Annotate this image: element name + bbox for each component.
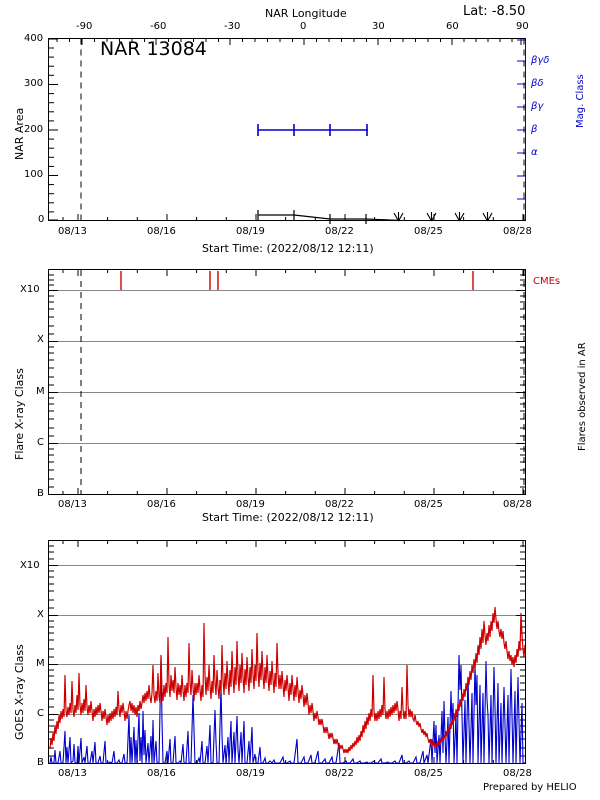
panel2-xlabel: Start Time: (2022/08/12 12:11) xyxy=(202,511,374,524)
panel2-cme-legend-label: CMEs xyxy=(533,276,561,287)
panel1-magclass-b: β xyxy=(531,124,538,135)
panel1-magclass-bg: βγ xyxy=(531,101,544,112)
panel3-ytick-x: X xyxy=(37,609,44,620)
panel2-xtick-1: 08/16 xyxy=(147,499,176,510)
panel1-top-xtick-5: 60 xyxy=(446,21,459,32)
panel3-ytick-m: M xyxy=(36,658,45,669)
panel1-top-xtick-3: 0 xyxy=(300,21,307,32)
panel1-top-xtick-4: 30 xyxy=(372,21,385,32)
panel1-nar-area-series xyxy=(257,210,493,224)
panel3-xtick-2: 08/19 xyxy=(236,768,265,779)
panel3-xtick-4: 08/25 xyxy=(414,768,443,779)
panel3-xtick-5: 08/28 xyxy=(503,768,532,779)
panel2-xtick-2: 08/19 xyxy=(236,499,265,510)
panel1-ytick-100: 100 xyxy=(24,169,44,180)
panel1-top-xtick-0: -90 xyxy=(76,21,93,32)
panel1-magclass-bgd: βγδ xyxy=(531,55,550,66)
panel3-xtick-3: 08/22 xyxy=(325,768,354,779)
panel-goes-xray: GOES X-ray Class X10 X M C B xyxy=(0,525,600,800)
panel2-xtick-5: 08/28 xyxy=(503,499,532,510)
panel1-xtick-5: 08/28 xyxy=(503,226,532,237)
panel-flares-observed: Flare X-ray Class X10 X M C B xyxy=(0,255,600,515)
panel3-xtick-0: 08/13 xyxy=(58,768,87,779)
panel1-ytick-400: 400 xyxy=(24,33,44,44)
panel1-top-xtick-2: -30 xyxy=(224,21,241,32)
panel3-plot xyxy=(48,540,526,764)
panel1-xtick-0: 08/13 xyxy=(58,226,87,237)
panel1-ytick-200: 200 xyxy=(24,124,44,135)
panel1-xtick-3: 08/22 xyxy=(325,226,354,237)
panel1-ytick-0: 0 xyxy=(38,214,45,225)
panel1-plot xyxy=(48,38,526,224)
panel3-ytick-b: B xyxy=(37,757,44,768)
panel1-magclass-series xyxy=(257,124,368,136)
panel1-right-axis-title: Mag. Class xyxy=(575,74,586,128)
panel2-ytick-m: M xyxy=(36,386,45,397)
panel1-xtick-2: 08/19 xyxy=(236,226,265,237)
panel1-xtick-4: 08/25 xyxy=(414,226,443,237)
panel1-xlabel: Start Time: (2022/08/12 12:11) xyxy=(202,242,374,255)
panel2-ytick-b: B xyxy=(37,488,44,499)
panel2-ytick-x: X xyxy=(37,334,44,345)
panel-nar-area: NAR Longitude Lat: -8.50 -90 -60 -30 0 3… xyxy=(0,0,600,255)
panel1-magclass-bd: βδ xyxy=(531,78,544,89)
panel2-cme-markers xyxy=(120,271,474,290)
panel2-ytick-x10: X10 xyxy=(20,284,40,295)
panel3-ytick-x10: X10 xyxy=(20,560,40,571)
panel2-xtick-3: 08/22 xyxy=(325,499,354,510)
panel3-xtick-1: 08/16 xyxy=(147,768,176,779)
panel3-goes-long-series xyxy=(49,606,525,754)
panel1-lat-label: Lat: -8.50 xyxy=(463,4,526,19)
panel2-right-axis-title: Flares observed in AR xyxy=(577,342,588,451)
panel1-top-axis-title: NAR Longitude xyxy=(265,7,347,20)
panel2-xtick-0: 08/13 xyxy=(58,499,87,510)
panel2-ytick-c: C xyxy=(37,437,44,448)
panel1-top-xtick-6: 90 xyxy=(516,21,529,32)
panel1-top-xtick-1: -60 xyxy=(150,21,167,32)
figure-footer: Prepared by HELIO xyxy=(483,782,577,793)
panel3-ytick-c: C xyxy=(37,708,44,719)
panel3-goes-short-series xyxy=(49,654,525,763)
panel2-plot xyxy=(48,269,526,495)
panel2-xtick-4: 08/25 xyxy=(414,499,443,510)
panel1-title: NAR 13084 xyxy=(100,38,207,60)
panel1-magclass-a: α xyxy=(531,147,538,158)
panel1-xtick-1: 08/16 xyxy=(147,226,176,237)
panel1-ytick-300: 300 xyxy=(24,78,44,89)
